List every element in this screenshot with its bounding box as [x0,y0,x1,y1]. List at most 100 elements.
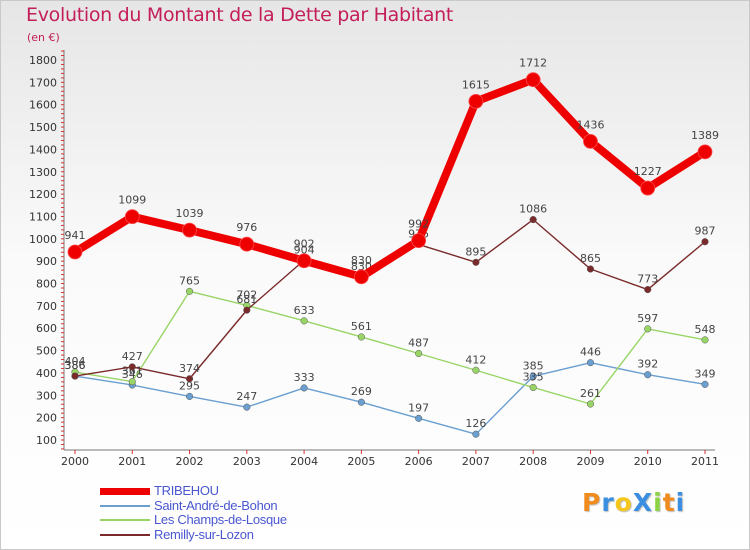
data-label: 427 [122,350,143,363]
data-point [697,144,713,160]
data-point [185,392,194,400]
series-tribehou: 941 1099 1039 976 902 830 992 1615 1712 1436 1227 1… [65,57,719,285]
x-tick-label: 2004 [290,455,318,468]
y-tick-label: 1800 [29,54,57,67]
data-point [525,72,541,88]
data-point [472,366,480,374]
data-point [644,371,652,379]
data-label: 773 [637,273,658,286]
data-point [243,403,251,411]
data-point [300,384,308,392]
data-label: 548 [695,323,716,336]
data-label: 976 [236,221,257,234]
data-point [243,306,251,314]
data-label: 702 [236,288,257,301]
x-tick-label: 2001 [118,455,146,468]
data-point [586,400,595,408]
x-tick-label: 2003 [233,455,261,468]
data-point [644,325,652,333]
data-label: 987 [695,225,716,238]
y-tick-label: 1400 [29,143,57,156]
proxiti-logo: ProXiti [582,488,685,517]
data-label: 865 [580,252,601,265]
data-label: 295 [179,379,200,392]
data-point [67,244,83,260]
legend-label: Saint-André-de-Bohon [154,497,278,513]
x-tick-label: 2011 [691,455,719,468]
data-label: 374 [179,362,200,375]
data-label: 335 [523,370,544,383]
logo-letter: i [653,488,663,517]
y-tick-label: 1600 [29,99,57,112]
data-point [472,258,480,266]
data-point [644,286,652,294]
logo-letter: X [632,488,654,517]
data-point [296,253,312,269]
data-point [415,349,423,358]
data-point [701,238,709,246]
data-label: 197 [408,401,429,414]
data-point [357,333,365,341]
data-point [411,233,427,249]
data-label: 385 [523,359,544,372]
data-point [529,216,537,224]
data-point [701,336,709,344]
y-tick-label: 1200 [29,188,57,201]
legend-swatch [100,504,150,507]
data-label: 992 [408,218,429,231]
data-label: 1615 [462,78,490,91]
data-label: 904 [294,243,315,256]
data-label: 269 [351,385,372,398]
x-tick-label: 2002 [176,455,204,468]
data-label: 830 [351,254,372,267]
data-point [472,430,480,438]
data-label: 681 [236,293,257,306]
legend-swatch [100,488,150,495]
logo-letter: i [675,488,686,517]
y-tick-label: 1100 [29,210,57,223]
data-point [128,363,136,371]
data-label: 1227 [634,165,662,178]
y-tick-label: 100 [36,434,57,447]
chart-title: Evolution du Montant de la Dette par Hab… [26,4,454,26]
y-tick-label: 1500 [29,121,57,134]
y-tick-label: 400 [36,367,57,380]
chart-subtitle: (en €) [27,31,60,44]
legend-swatch [100,519,150,521]
y-tick-label: 800 [36,278,57,291]
data-label: 386 [65,359,86,372]
logo-letter: r [601,488,615,517]
data-label: 386 [65,359,86,372]
x-tick-label: 2005 [347,455,375,468]
data-label: 561 [351,320,372,333]
y-tick-label: 500 [36,345,57,358]
data-point [300,317,308,325]
data-point [239,236,255,252]
data-label: 446 [580,346,601,359]
series-saint-andr-de-bohon: 386 346 295 247 333 269 197 126 385 446 392 349 [65,346,716,438]
logo-letter: t [662,488,676,517]
x-tick-label: 2007 [462,455,490,468]
legend-label: Les Champs-de-Losque [154,512,287,527]
data-label: 126 [465,417,486,430]
data-point [353,269,369,285]
data-label: 1712 [519,57,547,70]
legend-label: Remilly-sur-Lozon [154,526,254,542]
data-point [701,380,709,388]
y-tick-label: 1300 [29,166,57,179]
x-tick-label: 2006 [405,455,433,468]
y-tick-label: 1000 [29,233,57,246]
data-point [185,287,194,295]
data-label: 941 [65,229,86,242]
x-tick-label: 2000 [61,455,89,468]
series-line [74,218,706,380]
data-label: 1436 [576,118,604,131]
logo-letter: P [582,488,602,517]
data-point [640,180,656,196]
x-tick-label: 2008 [519,455,547,468]
series-line [74,361,706,435]
x-tick-label: 2010 [634,455,662,468]
data-label: 487 [408,336,429,349]
